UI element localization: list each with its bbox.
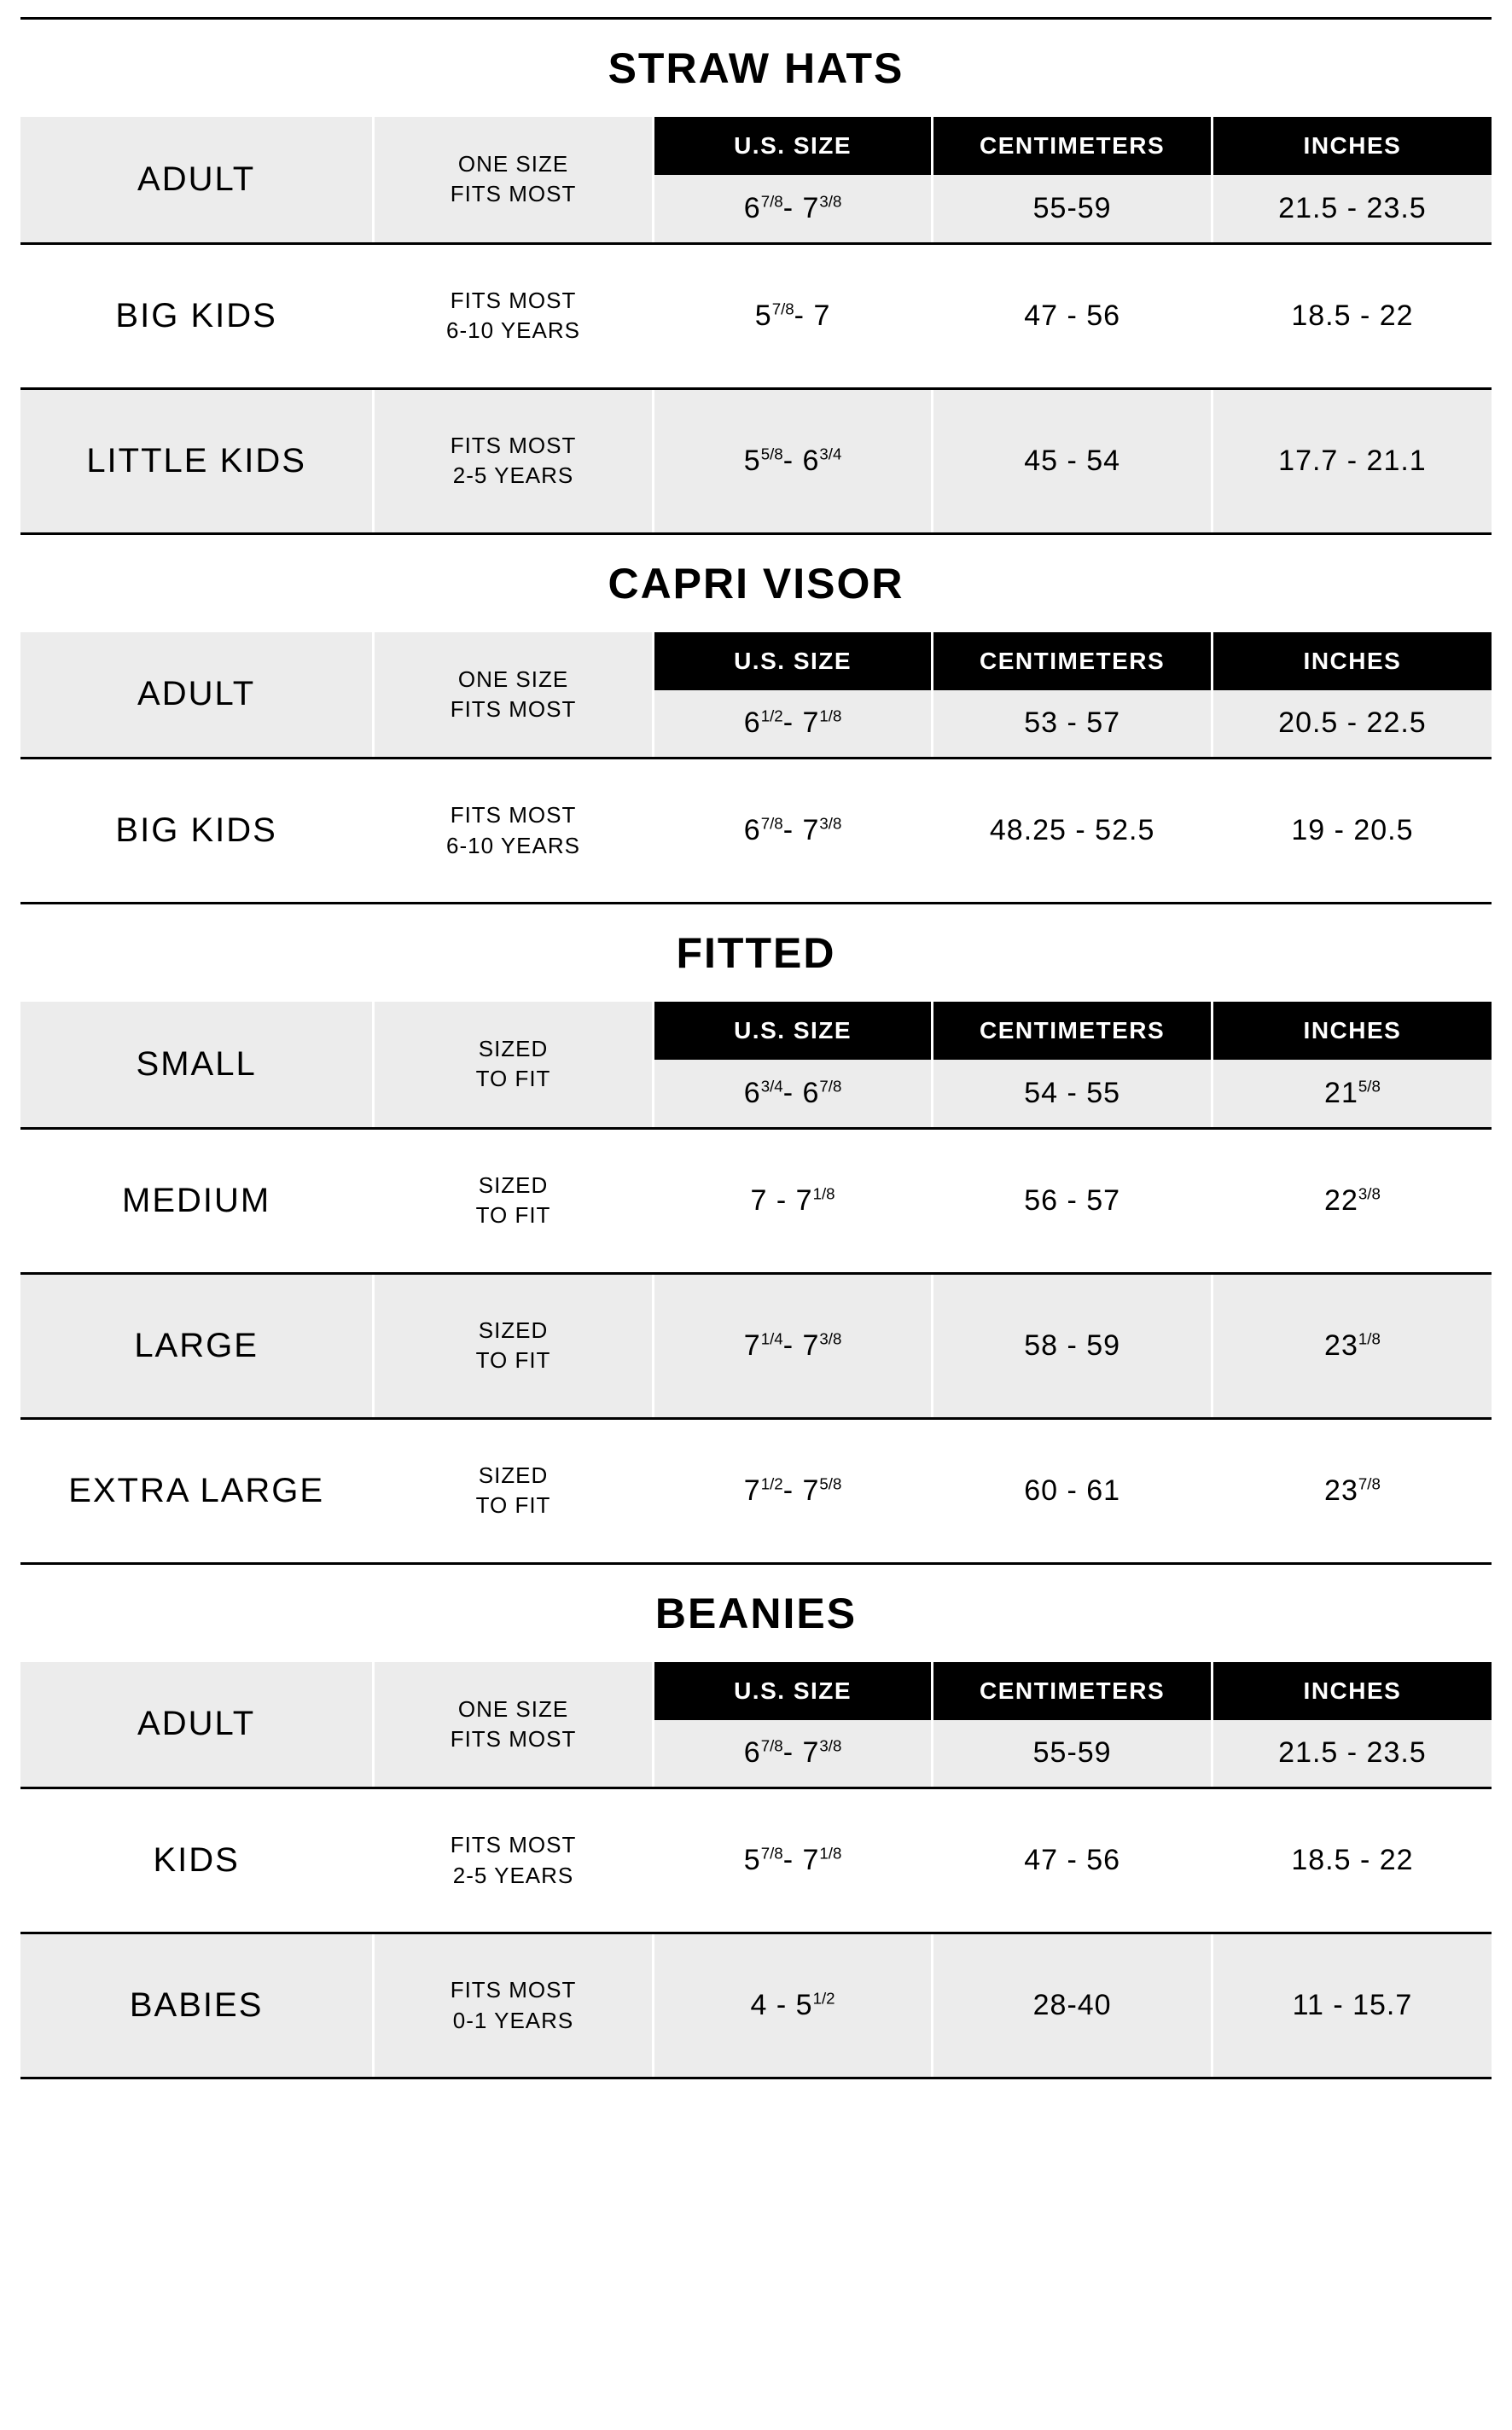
row-note: ONE SIZEFITS MOST bbox=[374, 632, 654, 759]
column-header-us: U.S. SIZE bbox=[653, 117, 933, 175]
column-header-cm: CENTIMETERS bbox=[933, 1002, 1213, 1060]
row-name: SMALL bbox=[20, 1002, 374, 1128]
section-title: FITTED bbox=[20, 928, 1492, 978]
cell-in: 11 - 15.7 bbox=[1212, 1933, 1492, 2078]
column-header-us: U.S. SIZE bbox=[653, 1002, 933, 1060]
cell-us: 55/8- 63/4 bbox=[653, 388, 933, 533]
row-note: FITS MOST6-10 YEARS bbox=[374, 759, 654, 904]
section-title: CAPRI VISOR bbox=[20, 559, 1492, 608]
cell-cm: 60 - 61 bbox=[933, 1418, 1213, 1563]
cell-in: 17.7 - 21.1 bbox=[1212, 388, 1492, 533]
cell-cm: 55-59 bbox=[933, 175, 1213, 243]
row-note: FITS MOST2-5 YEARS bbox=[374, 1788, 654, 1933]
row-note: SIZEDTO FIT bbox=[374, 1002, 654, 1128]
cell-us: 7 - 71/8 bbox=[653, 1128, 933, 1273]
row-note: FITS MOST6-10 YEARS bbox=[374, 243, 654, 388]
cell-cm: 53 - 57 bbox=[933, 690, 1213, 759]
column-header-cm: CENTIMETERS bbox=[933, 117, 1213, 175]
cell-in: 237/8 bbox=[1212, 1418, 1492, 1563]
cell-us: 57/8- 71/8 bbox=[653, 1788, 933, 1933]
cell-us: 63/4- 67/8 bbox=[653, 1060, 933, 1128]
row-name: LARGE bbox=[20, 1273, 374, 1418]
cell-us: 67/8- 73/8 bbox=[653, 1720, 933, 1788]
cell-cm: 47 - 56 bbox=[933, 243, 1213, 388]
cell-us: 4 - 51/2 bbox=[653, 1933, 933, 2078]
row-name: BABIES bbox=[20, 1933, 374, 2078]
cell-in: 215/8 bbox=[1212, 1060, 1492, 1128]
cell-us: 71/4- 73/8 bbox=[653, 1273, 933, 1418]
cell-cm: 55-59 bbox=[933, 1720, 1213, 1788]
cell-us: 61/2- 71/8 bbox=[653, 690, 933, 759]
row-note: SIZEDTO FIT bbox=[374, 1128, 654, 1273]
row-note: ONE SIZEFITS MOST bbox=[374, 1662, 654, 1788]
row-name: MEDIUM bbox=[20, 1128, 374, 1273]
cell-in: 19 - 20.5 bbox=[1212, 759, 1492, 904]
cell-in: 18.5 - 22 bbox=[1212, 1788, 1492, 1933]
section-title: STRAW HATS bbox=[20, 44, 1492, 93]
cell-cm: 56 - 57 bbox=[933, 1128, 1213, 1273]
column-header-in: INCHES bbox=[1212, 117, 1492, 175]
row-name: ADULT bbox=[20, 632, 374, 759]
row-name: ADULT bbox=[20, 117, 374, 243]
cell-us: 71/2- 75/8 bbox=[653, 1418, 933, 1563]
row-name: KIDS bbox=[20, 1788, 374, 1933]
cell-us: 67/8- 73/8 bbox=[653, 175, 933, 243]
column-header-us: U.S. SIZE bbox=[653, 632, 933, 690]
cell-in: 21.5 - 23.5 bbox=[1212, 1720, 1492, 1788]
row-name: ADULT bbox=[20, 1662, 374, 1788]
row-name: EXTRA LARGE bbox=[20, 1418, 374, 1563]
section-title: BEANIES bbox=[20, 1589, 1492, 1638]
column-header-cm: CENTIMETERS bbox=[933, 632, 1213, 690]
row-note: SIZEDTO FIT bbox=[374, 1273, 654, 1418]
column-header-cm: CENTIMETERS bbox=[933, 1662, 1213, 1720]
row-note: SIZEDTO FIT bbox=[374, 1418, 654, 1563]
cell-cm: 47 - 56 bbox=[933, 1788, 1213, 1933]
column-header-in: INCHES bbox=[1212, 1002, 1492, 1060]
cell-cm: 58 - 59 bbox=[933, 1273, 1213, 1418]
size-chart-container: STRAW HATSADULTONE SIZEFITS MOSTU.S. SIZ… bbox=[20, 44, 1492, 2079]
column-header-in: INCHES bbox=[1212, 632, 1492, 690]
cell-us: 57/8- 7 bbox=[653, 243, 933, 388]
cell-cm: 28-40 bbox=[933, 1933, 1213, 2078]
cell-in: 223/8 bbox=[1212, 1128, 1492, 1273]
top-divider bbox=[20, 17, 1492, 20]
cell-us: 67/8- 73/8 bbox=[653, 759, 933, 904]
row-name: LITTLE KIDS bbox=[20, 388, 374, 533]
row-name: BIG KIDS bbox=[20, 243, 374, 388]
row-note: FITS MOST0-1 YEARS bbox=[374, 1933, 654, 2078]
cell-cm: 48.25 - 52.5 bbox=[933, 759, 1213, 904]
row-name: BIG KIDS bbox=[20, 759, 374, 904]
cell-in: 20.5 - 22.5 bbox=[1212, 690, 1492, 759]
size-table: ADULTONE SIZEFITS MOSTU.S. SIZECENTIMETE… bbox=[20, 117, 1492, 535]
column-header-us: U.S. SIZE bbox=[653, 1662, 933, 1720]
cell-cm: 45 - 54 bbox=[933, 388, 1213, 533]
row-note: ONE SIZEFITS MOST bbox=[374, 117, 654, 243]
size-table: ADULTONE SIZEFITS MOSTU.S. SIZECENTIMETE… bbox=[20, 1662, 1492, 2080]
cell-in: 231/8 bbox=[1212, 1273, 1492, 1418]
column-header-in: INCHES bbox=[1212, 1662, 1492, 1720]
size-table: ADULTONE SIZEFITS MOSTU.S. SIZECENTIMETE… bbox=[20, 632, 1492, 905]
size-table: SMALLSIZEDTO FITU.S. SIZECENTIMETERSINCH… bbox=[20, 1002, 1492, 1565]
row-note: FITS MOST2-5 YEARS bbox=[374, 388, 654, 533]
cell-in: 21.5 - 23.5 bbox=[1212, 175, 1492, 243]
cell-cm: 54 - 55 bbox=[933, 1060, 1213, 1128]
cell-in: 18.5 - 22 bbox=[1212, 243, 1492, 388]
